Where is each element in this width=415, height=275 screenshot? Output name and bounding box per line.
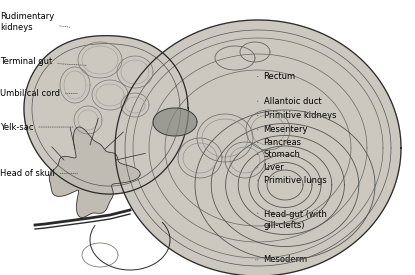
Text: Terminal gut: Terminal gut xyxy=(0,57,86,66)
Text: Pancreas: Pancreas xyxy=(257,138,302,147)
Text: Mesentery: Mesentery xyxy=(257,125,308,134)
Text: Liver: Liver xyxy=(257,163,284,172)
Polygon shape xyxy=(24,36,188,194)
Polygon shape xyxy=(49,127,140,218)
Text: Primitive lungs: Primitive lungs xyxy=(257,176,326,185)
Polygon shape xyxy=(153,108,197,136)
Text: Umbilical cord: Umbilical cord xyxy=(0,89,78,98)
Text: Mesoderm: Mesoderm xyxy=(255,255,308,264)
Text: Primitive kidneys: Primitive kidneys xyxy=(257,111,336,120)
Text: Head of skull: Head of skull xyxy=(0,169,78,178)
Polygon shape xyxy=(115,20,401,275)
Text: Stomach: Stomach xyxy=(257,150,300,159)
Text: Rectum: Rectum xyxy=(257,72,295,81)
Text: Rudimentary
kidneys: Rudimentary kidneys xyxy=(0,12,70,32)
Text: Allantoic duct: Allantoic duct xyxy=(257,97,321,106)
Text: Head-gut (with
gill-clefts): Head-gut (with gill-clefts) xyxy=(257,210,327,230)
Text: Yelk-sac: Yelk-sac xyxy=(0,123,74,131)
